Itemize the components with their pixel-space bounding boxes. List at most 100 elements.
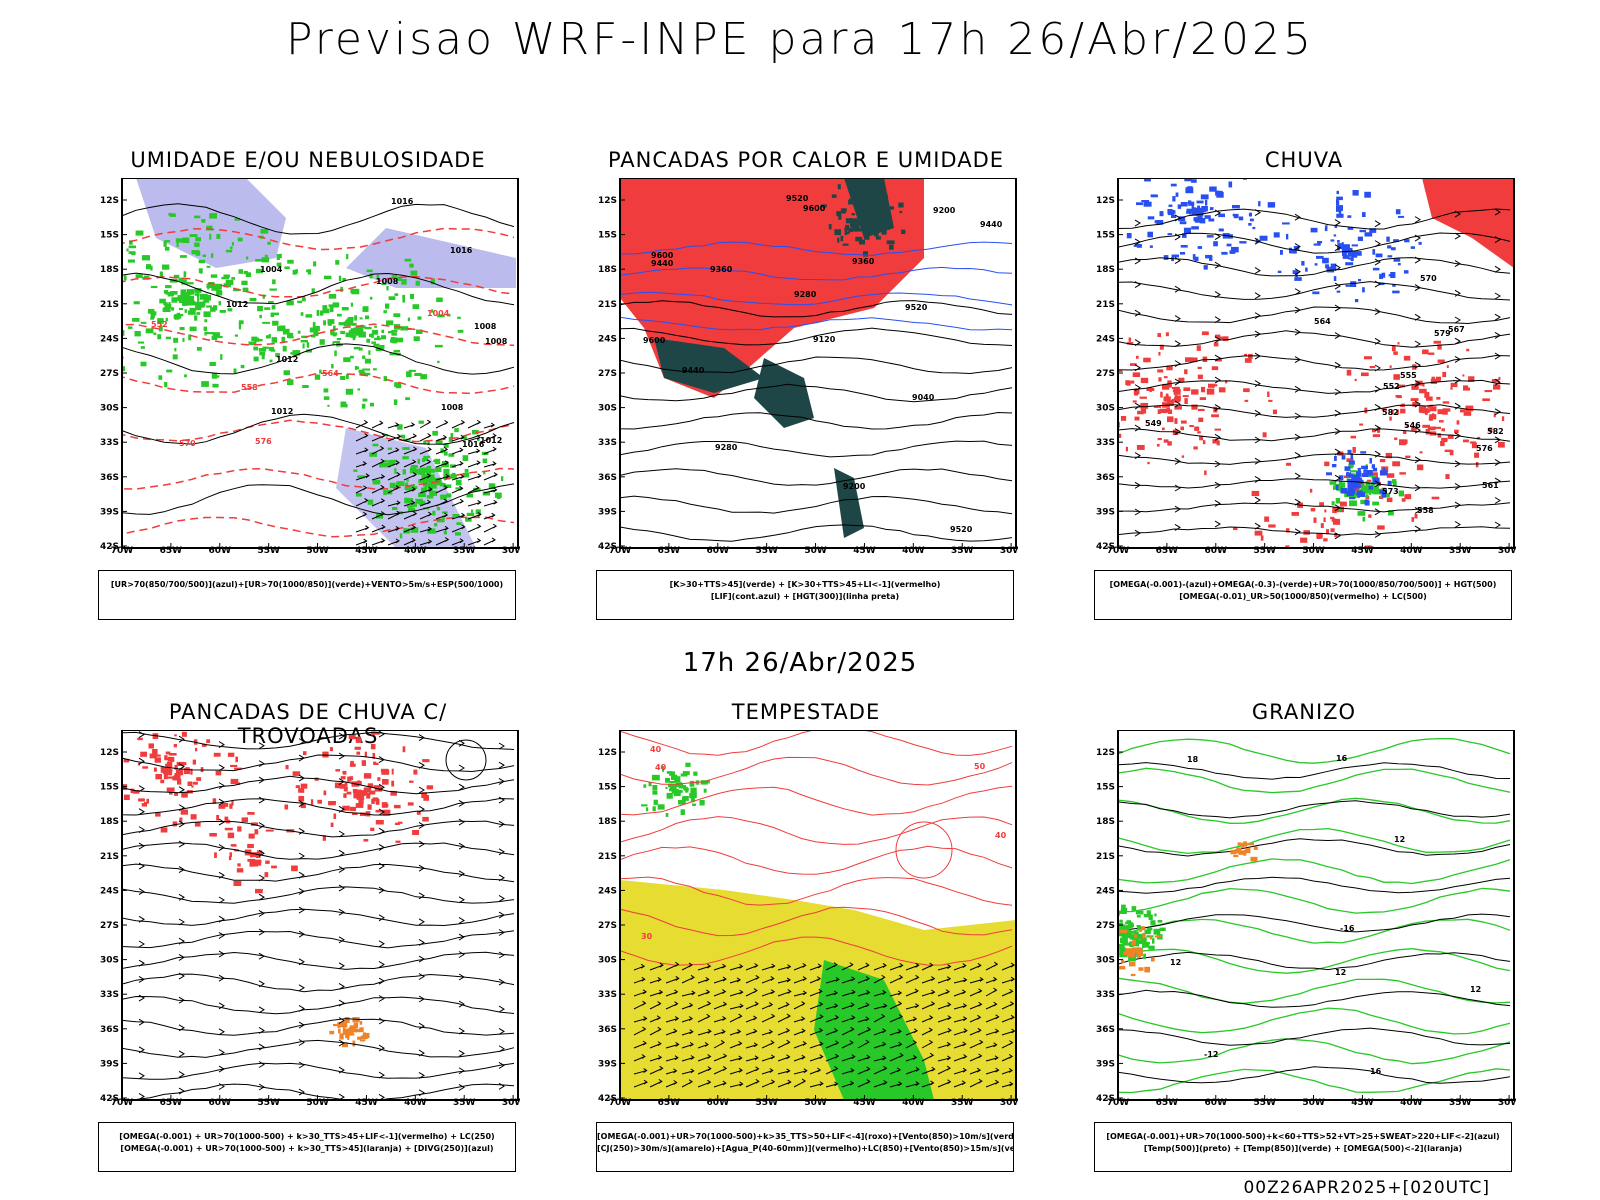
contour-label: 570 xyxy=(1420,274,1437,283)
legend-line: [Temp(500)](preto) + [Temp(850)](verde) … xyxy=(1143,1144,1463,1153)
legend-pancadas-calor: [K>30+TTS>45](verde) + [K>30+TTS>45+LI<-… xyxy=(596,570,1014,620)
lat-tick-label: 42S xyxy=(598,1094,617,1104)
lat-tick-label: 24S xyxy=(1096,886,1115,896)
map-panel-granizo: 12 12 12 12 16 16 18 -12 -16 12S 15S 18S 21S 24S 27S 30… xyxy=(1092,730,1516,1106)
lat-tick-label: 21S xyxy=(100,852,119,862)
lon-tick-label: 35W xyxy=(1449,546,1472,554)
lat-tick-label: 27S xyxy=(1096,369,1115,379)
lon-tick-label: 60W xyxy=(209,546,232,554)
lat-tick-label: 27S xyxy=(598,369,617,379)
contour-label: 552 xyxy=(151,320,168,329)
lon-tick-label: 30W xyxy=(1000,546,1018,554)
lat-tick-label: 18S xyxy=(598,265,617,275)
lon-tick-label: 70W xyxy=(111,1098,134,1106)
contour-label: 12 xyxy=(1470,985,1481,994)
contour-label: 9200 xyxy=(843,482,866,491)
contour-label: 1008 xyxy=(441,403,464,412)
contour-label: 16 xyxy=(1336,754,1348,763)
lon-tick-label: 35W xyxy=(951,546,974,554)
map-content xyxy=(620,730,1016,1100)
legend-line: [K>30+TTS>45](verde) + [K>30+TTS>45+LI<-… xyxy=(669,580,941,589)
contour-label: 12 xyxy=(1335,968,1346,977)
lat-tick-label: 12S xyxy=(1096,748,1115,758)
lat-tick-label: 39S xyxy=(1096,1059,1115,1069)
contour-label: 9600 xyxy=(803,204,826,213)
lat-tick-label: 39S xyxy=(598,1059,617,1069)
lon-tick-label: 65W xyxy=(1156,1098,1179,1106)
lon-tick-label: 30W xyxy=(502,546,520,554)
lat-tick-label: 18S xyxy=(1096,817,1115,827)
contour-label: 579 xyxy=(1434,329,1451,338)
map-svg: 12 12 12 12 16 16 18 -12 -16 12S 15S 18S 21S 24S 27S 30… xyxy=(1096,730,1516,1106)
hgt-contour xyxy=(620,383,1013,403)
lat-tick-label: 12S xyxy=(1096,196,1115,206)
contour-label: 18 xyxy=(1187,755,1199,764)
legend-line: [OMEGA(-0.001) + UR>70(1000-500) + k>30_… xyxy=(119,1132,495,1141)
legend-line: [CJ(250)>30m/s](amarelo)+[Agua_P(40-60mm… xyxy=(597,1144,1013,1153)
hgt-contour xyxy=(620,300,1013,318)
lat-tick-label: 36S xyxy=(100,1025,119,1035)
legend-trovoadas: [OMEGA(-0.001) + UR>70(1000-500) + k>30_… xyxy=(98,1122,516,1172)
contour-label: 558 xyxy=(1417,506,1434,515)
map-frame xyxy=(121,178,519,549)
lon-tick-label: 65W xyxy=(1156,546,1179,554)
lon-tick-label: 50W xyxy=(804,1098,827,1106)
lon-tick-label: 65W xyxy=(658,546,681,554)
contour-label: 12 xyxy=(1394,835,1405,844)
lat-tick-label: 18S xyxy=(1096,265,1115,275)
lat-tick-label: 24S xyxy=(598,334,617,344)
contour-label: 555 xyxy=(1400,371,1417,380)
lat-tick-label: 21S xyxy=(1096,300,1115,310)
contour-label: 561 xyxy=(1482,481,1499,490)
lon-tick-label: 30W xyxy=(1498,546,1516,554)
lat-tick-label: 39S xyxy=(100,1059,119,1069)
contour-label: 1008 xyxy=(485,337,508,346)
contour-label: 9440 xyxy=(651,259,674,268)
lat-tick-label: 33S xyxy=(1096,438,1115,448)
lon-tick-label: 70W xyxy=(1107,546,1130,554)
lon-tick-label: 65W xyxy=(160,1098,183,1106)
map-svg: 1004100810081008101210121012101610161016… xyxy=(100,178,520,554)
legend-line: [LIF](cont.azul) + [HGT(300)](linha pret… xyxy=(710,592,900,601)
contour-label: 9040 xyxy=(912,393,935,402)
hgt-contour xyxy=(620,411,1013,430)
lon-tick-label: 50W xyxy=(804,546,827,554)
lon-tick-label: 55W xyxy=(755,546,778,554)
lon-tick-label: 45W xyxy=(355,546,378,554)
hgt-contour xyxy=(620,327,1013,346)
panel-title-granizo: GRANIZO xyxy=(1251,700,1357,724)
lon-tick-label: 40W xyxy=(902,1098,925,1106)
legend-umidade: [UR>70(850/700/500)](azul)+[UR>70(1000/8… xyxy=(98,570,516,620)
contour-label: 1008 xyxy=(474,322,497,331)
contour-label: 9200 xyxy=(933,206,956,215)
lon-tick-label: 50W xyxy=(306,1098,329,1106)
legend-tempestade: [OMEGA(-0.001)+UR>70(1000-500)+k>35_TTS>… xyxy=(596,1122,1014,1172)
map-frame xyxy=(1117,730,1515,1101)
contour-label: 9520 xyxy=(905,303,928,312)
contour-label: 40 xyxy=(650,745,662,754)
lat-tick-label: 15S xyxy=(1096,231,1115,241)
lon-tick-label: 45W xyxy=(1351,1098,1374,1106)
map-panel-tempestade: 40 40 30 50 40 12S 15S 18S 21S 24S 27S 30S 33S 36S 39S… xyxy=(594,730,1018,1106)
legend-line: [OMEGA(-0.001)+UR>70(1000-500)+k>35_TTS>… xyxy=(597,1132,1013,1141)
lon-tick-label: 35W xyxy=(453,546,476,554)
contour-label: 549 xyxy=(1145,419,1162,428)
lat-tick-label: 33S xyxy=(598,990,617,1000)
mid-timestamp: 17h 26/Abr/2025 xyxy=(682,648,918,678)
lon-tick-label: 45W xyxy=(853,546,876,554)
map-frame xyxy=(1117,178,1515,549)
lon-tick-label: 55W xyxy=(1253,1098,1276,1106)
contour-label: 30 xyxy=(641,932,653,941)
legend-chuva: [OMEGA(-0.001)-(azul)+OMEGA(-0.3)-(verde… xyxy=(1094,570,1512,620)
lon-tick-label: 70W xyxy=(111,546,134,554)
lon-tick-label: 30W xyxy=(1000,1098,1018,1106)
map-panel-trovoadas: 12S 15S 18S 21S 24S 27S 30S 33S 36S 39S 42S 70W 65W 6… xyxy=(96,730,520,1106)
lat-tick-label: 24S xyxy=(100,886,119,896)
map-frame xyxy=(121,730,519,1101)
hgt-contour xyxy=(620,356,1013,375)
lat-tick-label: 42S xyxy=(1096,542,1115,552)
contour-label: 12 xyxy=(1170,958,1181,967)
lon-tick-label: 60W xyxy=(1205,546,1228,554)
